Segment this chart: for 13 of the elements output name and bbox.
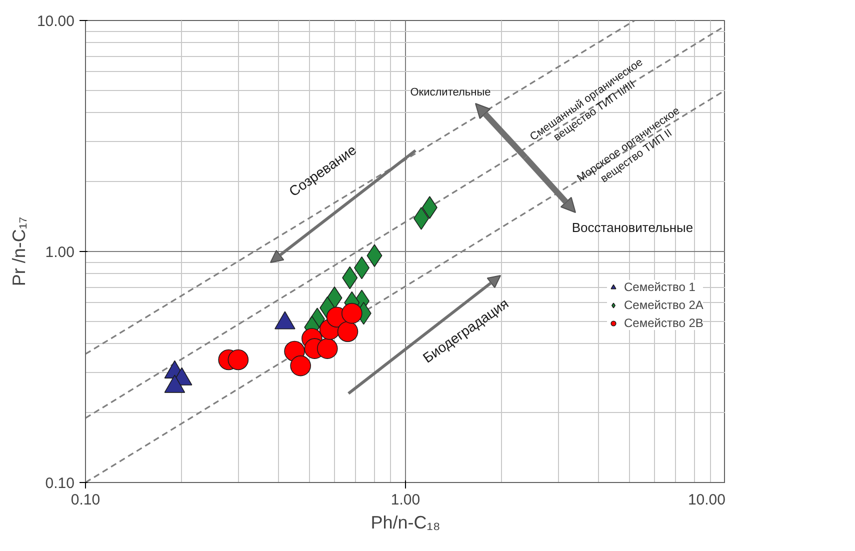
y-tick-label: 1.00	[45, 244, 75, 261]
x-tick-label: 10.00	[688, 492, 726, 508]
legend-label: Семейство 2В	[624, 316, 704, 330]
x-tick-label: 0.10	[70, 492, 100, 508]
y-tick-label: 0.10	[45, 475, 75, 492]
y-tick-label: 10.00	[36, 13, 75, 30]
y-axis-title: Pr /n-C₁₇	[8, 216, 29, 286]
annotation: Окислительные	[410, 86, 491, 98]
legend-label: Семейство 1	[624, 280, 696, 294]
x-axis-title: Ph/n-C₁₈	[370, 512, 440, 532]
x-tick-label: 1.00	[390, 492, 420, 508]
annotation: Восстановительные	[572, 220, 694, 235]
legend-label: Семейство 2А	[624, 298, 704, 312]
